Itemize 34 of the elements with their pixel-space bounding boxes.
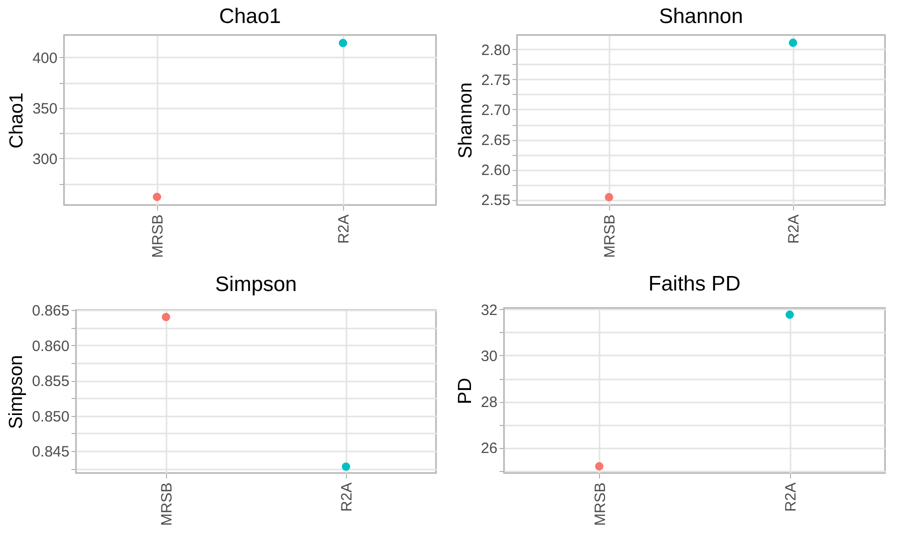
x-tick-label: MRSB <box>592 482 609 526</box>
chart-title: Shannon <box>658 5 744 28</box>
y-axis-title: Chao1 <box>6 92 28 148</box>
x-tick-label: R2A <box>786 214 802 244</box>
x-tick-label: R2A <box>336 214 352 244</box>
y-tick-label: 300 <box>32 150 58 168</box>
y-tick-label: 28 <box>480 394 498 412</box>
y-tick-label: 26 <box>480 440 498 458</box>
y-tick-label: 400 <box>32 50 58 67</box>
x-tick-label: R2A <box>338 482 356 512</box>
y-tick-label: 2.80 <box>481 42 510 59</box>
x-tick-label: MRSB <box>158 482 176 526</box>
y-tick-label: 30 <box>480 348 498 365</box>
x-tick-label: R2A <box>782 482 800 512</box>
y-axis-title: PD <box>454 378 476 404</box>
y-axis-title: Simpson <box>6 355 27 429</box>
y-tick-label: 0.860 <box>32 338 70 355</box>
y-tick-label: 0.865 <box>32 302 70 320</box>
y-tick-label: 0.855 <box>32 373 70 390</box>
chart-title: Chao1 <box>219 5 281 28</box>
y-tick-label: 2.60 <box>481 162 510 180</box>
y-tick-label: 32 <box>480 302 498 319</box>
chart-title: Simpson <box>215 273 297 296</box>
y-tick-label: 2.55 <box>481 192 510 210</box>
x-tick-label: MRSB <box>602 214 618 258</box>
y-tick-label: 0.850 <box>32 408 70 426</box>
y-tick-label: 2.70 <box>481 102 510 119</box>
x-tick-label: MRSB <box>150 214 166 258</box>
y-tick-label: 0.845 <box>32 444 70 461</box>
y-tick-label: 2.65 <box>481 132 510 150</box>
y-tick-label: 350 <box>32 100 58 118</box>
chart-title: Faiths PD <box>648 272 741 296</box>
y-axis-title: Shannon <box>455 82 476 159</box>
y-tick-label: 2.75 <box>481 72 510 89</box>
